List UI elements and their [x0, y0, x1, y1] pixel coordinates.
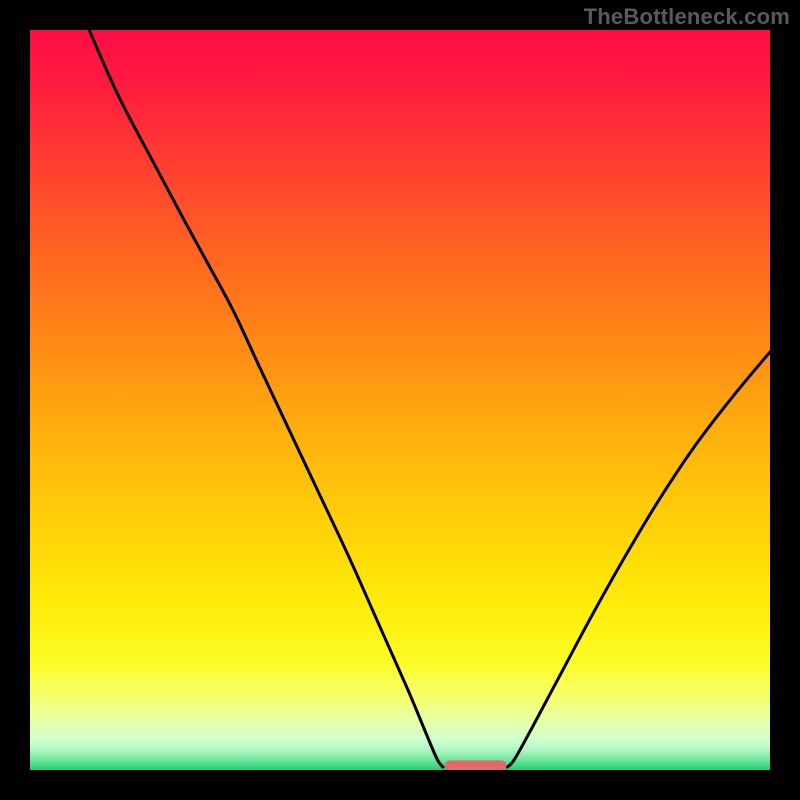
- bottleneck-chart: [0, 0, 800, 800]
- chart-container: TheBottleneck.com: [0, 0, 800, 800]
- watermark-text: TheBottleneck.com: [584, 4, 790, 30]
